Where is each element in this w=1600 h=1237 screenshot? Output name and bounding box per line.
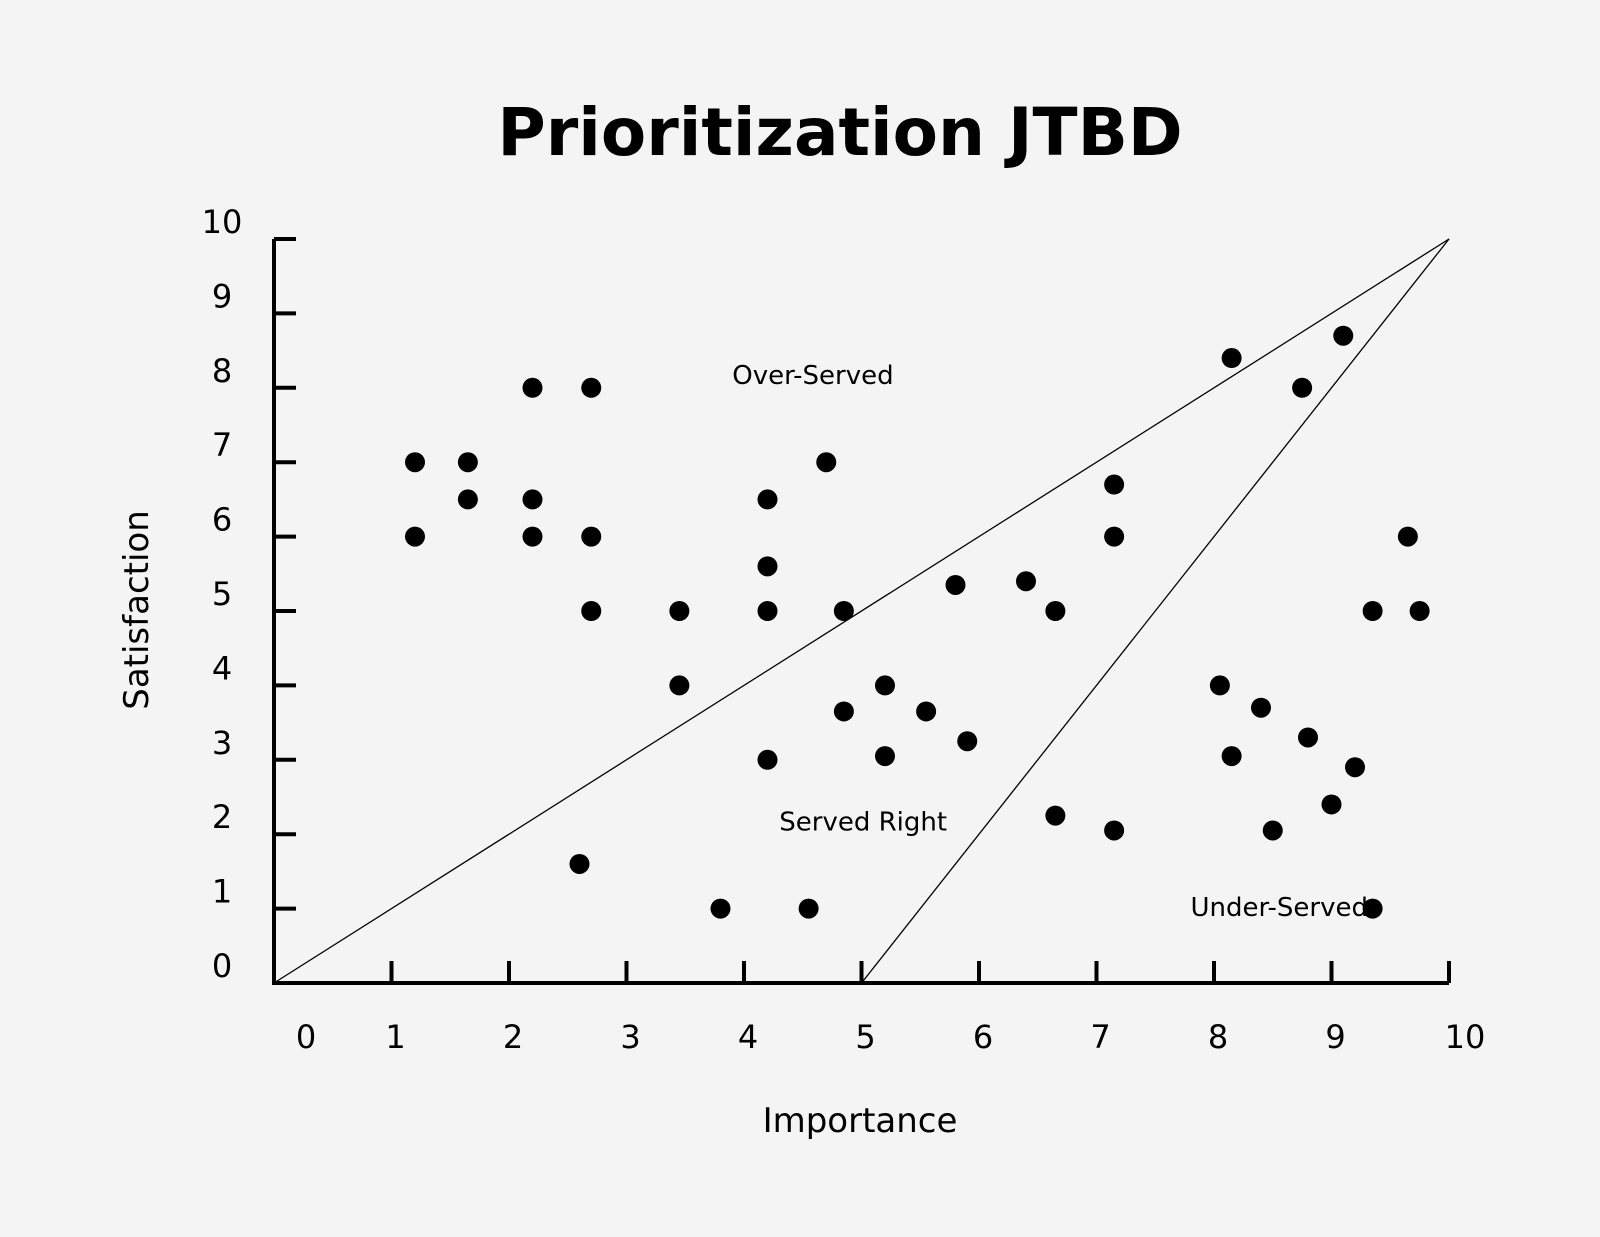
data-point xyxy=(816,452,837,473)
y-tick-label: 6 xyxy=(212,501,232,539)
y-axis-ticks: 0 1 2 3 4 5 6 7 8 9 10 xyxy=(202,203,296,985)
y-tick-label: 8 xyxy=(212,352,232,390)
y-axis-label: Satisfaction xyxy=(117,510,157,710)
region-labels: Over-Served Served Right Under-Served xyxy=(732,361,1368,923)
data-point xyxy=(757,556,778,577)
data-point xyxy=(569,853,590,874)
data-point xyxy=(1345,757,1365,778)
y-tick-label: 3 xyxy=(212,724,232,762)
y-tick-label: 7 xyxy=(212,426,232,464)
data-point xyxy=(1221,746,1242,767)
data-point xyxy=(1333,325,1354,346)
x-axis-ticks: 0 1 2 3 4 5 6 7 8 9 10 xyxy=(296,961,1486,1056)
x-tick-label: 2 xyxy=(503,1018,523,1056)
x-tick-label: 9 xyxy=(1325,1018,1345,1056)
data-point xyxy=(457,452,478,473)
data-point xyxy=(581,601,602,621)
region-label: Under-Served xyxy=(1191,893,1369,923)
x-tick-label: 7 xyxy=(1090,1018,1110,1056)
data-point xyxy=(581,377,602,398)
data-point xyxy=(522,377,543,398)
data-point xyxy=(1104,474,1125,495)
data-points xyxy=(405,325,1430,919)
y-tick-label: 0 xyxy=(212,947,232,985)
data-point xyxy=(669,675,690,696)
data-point xyxy=(1409,601,1430,621)
data-point xyxy=(833,701,854,722)
x-tick-label: 6 xyxy=(973,1018,993,1056)
region-label: Over-Served xyxy=(732,361,893,391)
data-point xyxy=(522,489,543,510)
data-point xyxy=(833,601,854,621)
data-point xyxy=(1221,348,1242,369)
region-boundaries xyxy=(273,238,1450,984)
data-point xyxy=(916,701,937,722)
x-tick-label: 5 xyxy=(855,1018,875,1056)
data-point xyxy=(1362,898,1383,919)
data-point xyxy=(581,526,602,547)
y-tick-label: 10 xyxy=(202,203,243,241)
x-tick-label: 0 xyxy=(296,1018,316,1056)
data-point xyxy=(1209,675,1230,696)
data-point xyxy=(669,601,690,621)
data-point xyxy=(1292,377,1313,398)
data-point xyxy=(1298,727,1318,748)
data-point xyxy=(757,489,778,510)
data-point xyxy=(1362,601,1383,621)
data-point xyxy=(1016,571,1036,592)
data-point xyxy=(1251,697,1271,718)
data-point xyxy=(757,749,778,770)
data-point xyxy=(1104,526,1125,547)
data-point xyxy=(1045,805,1066,826)
x-axis-label: Importance xyxy=(763,1101,958,1141)
data-point xyxy=(875,746,895,767)
data-point xyxy=(957,731,978,752)
y-tick-label: 9 xyxy=(212,277,232,315)
y-tick-label: 1 xyxy=(212,873,232,911)
data-point xyxy=(875,675,895,696)
data-point xyxy=(1397,526,1418,547)
data-point xyxy=(405,526,425,547)
data-point xyxy=(710,898,731,919)
data-point xyxy=(945,574,966,595)
y-tick-label: 2 xyxy=(212,798,232,836)
data-point xyxy=(798,898,819,919)
chart-title: Prioritization JTBD xyxy=(497,94,1182,171)
x-tick-label: 3 xyxy=(620,1018,640,1056)
boundary-line-2 xyxy=(860,238,1450,984)
data-point xyxy=(1262,820,1283,841)
data-point xyxy=(1045,601,1066,621)
x-tick-label: 10 xyxy=(1445,1018,1486,1056)
x-tick-label: 8 xyxy=(1208,1018,1228,1056)
data-point xyxy=(405,452,425,473)
y-tick-label: 4 xyxy=(212,649,232,687)
y-tick-label: 5 xyxy=(212,575,232,613)
data-point xyxy=(1104,820,1125,841)
data-point xyxy=(457,489,478,510)
data-point xyxy=(757,601,778,621)
data-point xyxy=(522,526,543,547)
x-tick-label: 4 xyxy=(738,1018,758,1056)
boundary-line-1 xyxy=(273,238,1450,984)
x-tick-label: 1 xyxy=(385,1018,405,1056)
region-label: Served Right xyxy=(779,807,947,837)
data-point xyxy=(1321,794,1342,815)
